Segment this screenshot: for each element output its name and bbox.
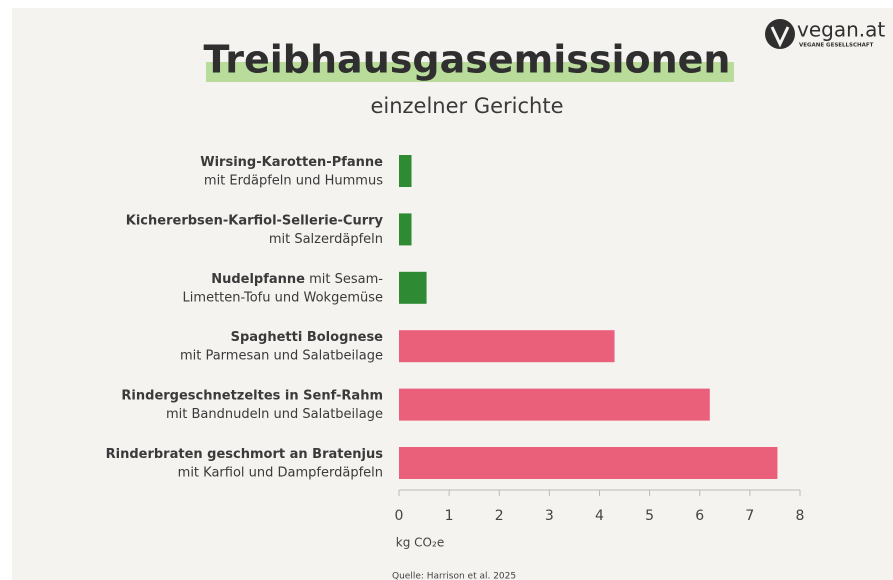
category-label: Kichererbsen-Karfiol-Sellerie-Curry [126, 213, 384, 228]
category-detail: mit Parmesan und Salatbeilage [180, 349, 383, 364]
category-name: Wirsing-Karotten-Pfanne [200, 155, 383, 170]
category-detail: mit Salzerdäpfeln [269, 232, 383, 247]
bar [399, 155, 412, 187]
category-detail: mit Bandnudeln und Salatbeilage [166, 407, 383, 422]
chart-title: Treibhausgasemissionen [204, 38, 731, 82]
bar [399, 213, 412, 246]
logo-name: vegan.at [797, 18, 885, 42]
source: Quelle: Harrison et al. 2025 [392, 572, 516, 580]
bar [399, 388, 710, 421]
x-axis-label: kg CO₂e [396, 536, 444, 550]
category-label: Wirsing-Karotten-Pfanne [200, 155, 383, 170]
category-label: Spaghetti Bolognese [231, 330, 384, 345]
category-name: Rindergeschnetzeltes in Senf-Rahm [121, 388, 383, 403]
x-tick-label: 1 [445, 508, 454, 524]
category-label: Rindergeschnetzeltes in Senf-Rahm [121, 388, 383, 403]
bar [399, 330, 615, 363]
x-tick-label: 3 [545, 508, 554, 524]
category-label: Rinderbraten geschmort an Bratenjus [106, 447, 384, 462]
x-tick-label: 6 [695, 508, 704, 524]
background [12, 8, 893, 580]
category-detail: Limetten-Tofu und Wokgemüse [183, 290, 383, 305]
x-tick-label: 5 [645, 508, 654, 524]
category-detail: mit Sesam- [309, 271, 383, 286]
category-name: Rinderbraten geschmort an Bratenjus [106, 447, 384, 462]
chart-subtitle: einzelner Gerichte [370, 94, 563, 118]
category-label: Nudelpfanne mit Sesam- [211, 271, 383, 286]
category-name: Nudelpfanne [211, 271, 305, 286]
bar [399, 271, 427, 304]
logo-tagline: VEGANE GESELLSCHAFT [799, 43, 874, 49]
title-highlight [206, 62, 734, 82]
category-detail: mit Erdäpfeln und Hummus [204, 174, 383, 189]
category-name: Kichererbsen-Karfiol-Sellerie-Curry [126, 213, 384, 228]
category-name: Spaghetti Bolognese [231, 330, 384, 345]
logo-icon [765, 19, 795, 49]
category-detail: mit Karfiol und Dampferdäpfeln [178, 466, 383, 481]
x-tick-label: 4 [595, 508, 604, 524]
x-tick-label: 0 [395, 508, 404, 524]
x-tick-label: 2 [495, 508, 504, 524]
logo-v [770, 26, 790, 48]
x-tick-label: 7 [745, 508, 754, 524]
x-tick-label: 8 [796, 508, 805, 524]
logo: vegan.at VEGANE GESELLSCHAFT [765, 18, 885, 49]
bar [399, 447, 778, 479]
